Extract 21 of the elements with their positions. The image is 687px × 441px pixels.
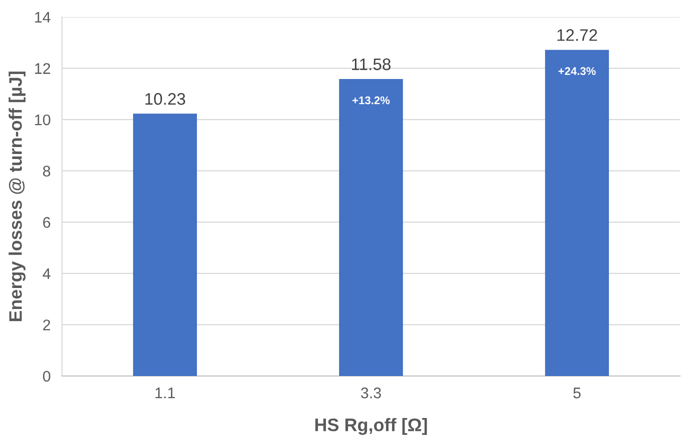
data-label: 12.72	[557, 29, 598, 41]
x-tick-label: 3.3	[360, 388, 381, 398]
data-label: 10.23	[145, 93, 186, 105]
bar	[133, 114, 197, 376]
bar	[545, 50, 609, 376]
y-tick-label: 8	[43, 166, 50, 177]
y-axis-title: Energy losses @ turn-off [µJ]	[8, 72, 26, 322]
x-tick-label: 1.1	[156, 388, 175, 398]
annotation: +24.3%	[558, 67, 596, 76]
annotation: +13.2%	[352, 96, 390, 104]
bar	[339, 79, 403, 376]
y-tick-label: 14	[35, 12, 50, 23]
y-tick-label: 6	[43, 217, 50, 228]
y-tick-label: 0	[42, 370, 50, 382]
x-axis-title: HS Rg,off [Ω]	[315, 418, 427, 435]
data-label: 11.58	[352, 58, 391, 70]
y-tick-label: 2	[43, 320, 50, 330]
y-tick-label: 10	[35, 114, 50, 126]
y-tick-label: 12	[35, 63, 50, 74]
x-tick-label: 5	[573, 388, 581, 398]
y-tick-label: 4	[42, 268, 50, 279]
